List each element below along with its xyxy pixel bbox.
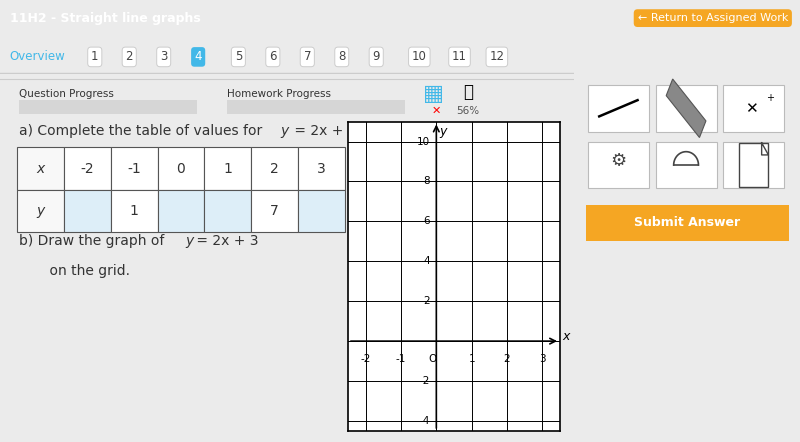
Bar [739, 143, 769, 187]
Bar [588, 142, 649, 188]
Bar [158, 148, 204, 190]
Text: 4: 4 [194, 50, 202, 63]
Text: 11H2 - Straight line graphs: 11H2 - Straight line graphs [10, 11, 201, 25]
Text: y: y [280, 124, 289, 138]
Text: 8: 8 [423, 176, 430, 187]
Text: 9: 9 [373, 50, 380, 63]
Bar [666, 79, 706, 137]
Bar [656, 85, 717, 132]
Text: 1: 1 [91, 50, 98, 63]
Bar [251, 148, 298, 190]
Text: -1: -1 [127, 162, 141, 175]
Bar [588, 85, 649, 132]
Text: y: y [185, 234, 194, 248]
Text: 3: 3 [539, 354, 546, 364]
Bar [204, 190, 251, 232]
Bar [723, 142, 784, 188]
Text: 1: 1 [223, 162, 232, 175]
Text: x: x [563, 330, 570, 343]
Text: on the grid.: on the grid. [31, 264, 130, 278]
Bar [298, 148, 345, 190]
Text: Question Progress: Question Progress [19, 89, 114, 99]
Text: 6: 6 [269, 50, 277, 63]
Text: -2: -2 [81, 162, 94, 175]
Bar [64, 190, 110, 232]
Text: 1: 1 [468, 354, 475, 364]
Text: 11: 11 [452, 50, 467, 63]
Bar [251, 190, 298, 232]
Text: 6: 6 [423, 216, 430, 226]
Text: 4: 4 [423, 256, 430, 266]
Text: 10: 10 [412, 50, 426, 63]
Text: -2: -2 [419, 376, 430, 386]
Text: 3: 3 [160, 50, 167, 63]
Bar [723, 85, 784, 132]
Text: Submit Answer: Submit Answer [634, 217, 740, 229]
Bar [110, 148, 158, 190]
Text: -4: -4 [419, 416, 430, 426]
Text: y: y [37, 204, 45, 218]
Text: ▦: ▦ [423, 84, 444, 104]
Text: 2: 2 [504, 354, 510, 364]
Text: Homework Progress: Homework Progress [227, 89, 331, 99]
Text: = 2x + 3: = 2x + 3 [290, 124, 357, 138]
Text: y: y [439, 125, 446, 137]
Text: 10: 10 [417, 137, 430, 146]
Text: O: O [428, 354, 436, 364]
Bar [204, 148, 251, 190]
Text: 12: 12 [490, 50, 504, 63]
Text: +: + [766, 93, 774, 103]
Bar [18, 190, 64, 232]
Bar [298, 190, 345, 232]
Text: ✕: ✕ [745, 101, 758, 116]
Text: 2: 2 [423, 296, 430, 306]
Text: -1: -1 [396, 354, 406, 364]
Text: ⚙: ⚙ [610, 152, 626, 170]
Text: a) Complete the table of values for: a) Complete the table of values for [19, 124, 266, 138]
Text: 0: 0 [177, 162, 186, 175]
Text: 2: 2 [270, 162, 279, 175]
Bar [19, 99, 197, 114]
Text: -2: -2 [361, 354, 371, 364]
Text: 3: 3 [317, 162, 326, 175]
Text: 2: 2 [126, 50, 133, 63]
Text: ✕: ✕ [432, 106, 442, 116]
Bar [18, 148, 64, 190]
Bar [64, 148, 110, 190]
Text: 8: 8 [338, 50, 346, 63]
Bar [227, 99, 405, 114]
Text: 7: 7 [270, 204, 279, 218]
Text: Overview: Overview [10, 50, 66, 63]
Bar [586, 205, 789, 241]
Bar [158, 190, 204, 232]
Text: 5: 5 [234, 50, 242, 63]
Text: 7: 7 [303, 50, 311, 63]
Text: 🏆: 🏆 [463, 83, 473, 101]
Bar [656, 142, 717, 188]
Text: x: x [37, 162, 45, 175]
Text: b) Draw the graph of: b) Draw the graph of [19, 234, 169, 248]
Text: = 2x + 3: = 2x + 3 [193, 234, 259, 248]
Text: ← Return to Assigned Work: ← Return to Assigned Work [638, 13, 788, 23]
Text: 56%: 56% [457, 106, 480, 116]
Bar [110, 190, 158, 232]
Text: 1: 1 [130, 204, 138, 218]
